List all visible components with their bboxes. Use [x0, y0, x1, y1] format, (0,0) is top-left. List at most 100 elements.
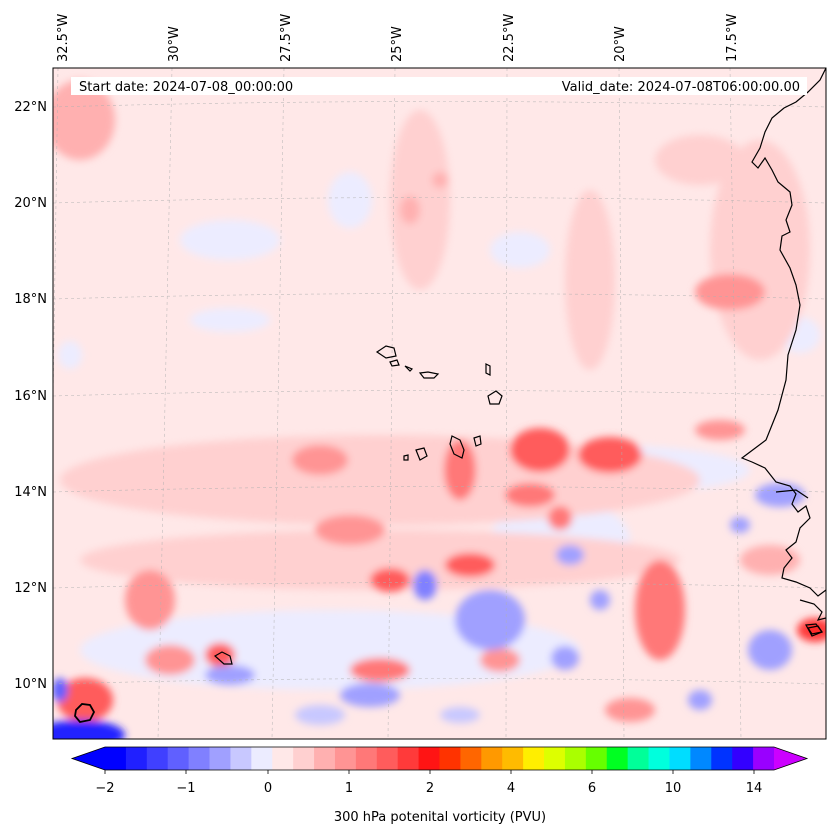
lon-label: 30°W: [167, 26, 182, 62]
lat-label: 20°N: [14, 196, 47, 211]
pv-negative: [53, 720, 125, 739]
parallel-16n: [53, 390, 826, 397]
lat-label: 18°N: [14, 292, 47, 307]
colorbar-cell: [564, 747, 587, 770]
colorbar-cell: [627, 747, 649, 770]
island-santo-antao: [375, 345, 397, 359]
coastlines: [74, 68, 826, 723]
colorbar-cell: [606, 747, 629, 770]
pv-band: [565, 190, 615, 370]
colorbar-cell: [230, 747, 252, 770]
tick-label: 6: [588, 781, 596, 796]
pv-negative: [748, 630, 792, 670]
pv-core: [444, 440, 476, 500]
gambia-coast: [775, 489, 809, 499]
pv-light-patch: [180, 220, 280, 260]
pv-light-patch: [100, 210, 460, 390]
island-santiago: [449, 435, 465, 459]
colorbar-cell: [439, 747, 461, 770]
lon-label: 22.5°W: [502, 14, 517, 62]
header-label-box: [71, 77, 807, 95]
pv-core: [695, 274, 765, 310]
guinea-coast: [799, 599, 826, 621]
lat-label: 22°N: [14, 100, 47, 115]
valid-date-label: Valid_date: 2024-07-08T06:00:00.00: [562, 80, 800, 95]
island-brava: [403, 454, 409, 461]
pv-band: [390, 110, 450, 290]
pv-contour-1: [74, 703, 96, 723]
gridlines: [53, 68, 826, 739]
colorbar-cell: [648, 747, 670, 770]
tick-label: −2: [95, 781, 114, 796]
pv-core: [578, 437, 642, 473]
lon-label: 25°W: [390, 26, 405, 62]
colorbar-cell: [502, 747, 524, 770]
colorbar-cell: [397, 747, 419, 770]
colorbar-cell: [125, 747, 148, 770]
colorbar-cell: [585, 747, 608, 770]
pv-core: [205, 643, 235, 667]
pv-core: [510, 428, 570, 472]
meridian-22-5w: [505, 68, 508, 739]
colorbar-cell: [544, 747, 566, 770]
parallel-12n: [53, 582, 826, 589]
pv-core: [145, 645, 195, 675]
tick-label: −1: [176, 781, 195, 796]
meridian-17-5w: [729, 68, 742, 739]
pv-light-patch: [80, 610, 580, 690]
colorbar-over-arrow: [774, 747, 807, 770]
pv-contour-3: [807, 625, 823, 635]
pv-negative: [440, 707, 480, 723]
colorbar-cell: [146, 747, 169, 770]
colorbar-cell: [293, 747, 315, 770]
longitude-labels: 32.5°W 30°W 27.5°W 25°W 22.5°W 20°W 17.5…: [56, 14, 740, 62]
colorbar-cell: [690, 747, 712, 770]
pv-negative: [590, 590, 610, 610]
tick-label: 1: [345, 781, 353, 796]
tick-label: 0: [264, 781, 272, 796]
colorbar-cell: [481, 747, 503, 770]
pv-light-patch: [490, 232, 550, 268]
meridian-27-5w: [271, 68, 285, 739]
lat-label: 16°N: [14, 389, 47, 404]
pv-core: [548, 506, 572, 530]
meridian-25w: [387, 68, 396, 739]
map-frame: [52, 67, 827, 740]
parallel-20n: [53, 197, 826, 204]
lat-label: 10°N: [14, 677, 47, 692]
colorbar-label: 300 hPa potenital vorticity (PVU): [334, 810, 546, 825]
colorbar-cell: [376, 747, 399, 770]
colorbar-under-arrow: [72, 747, 105, 770]
pv-band: [432, 172, 448, 188]
pv-negative: [730, 517, 750, 533]
pv-core: [505, 483, 555, 507]
colorbar-cells: [105, 747, 775, 770]
colorbar-cell: [334, 747, 357, 770]
pv-core: [635, 560, 685, 660]
pv-band: [400, 196, 420, 224]
parallel-14n: [53, 486, 826, 493]
colorbar-cell: [272, 747, 294, 770]
colorbar-cell: [732, 747, 754, 770]
lon-label: 20°W: [613, 26, 628, 62]
colorbar-cell: [460, 747, 482, 770]
island-boa-vista: [487, 390, 503, 405]
tick-label: 14: [746, 781, 763, 796]
pv-negative: [340, 683, 400, 707]
pv-negative: [755, 483, 805, 507]
colorbar-cell: [523, 747, 545, 770]
pv-negative: [556, 545, 584, 565]
pv-light-patch: [58, 341, 82, 369]
lon-label: 32.5°W: [56, 14, 71, 62]
pv-negative: [53, 678, 68, 702]
pv-light-patch: [328, 172, 372, 228]
pv-core: [445, 553, 495, 577]
lat-label: 12°N: [14, 581, 47, 596]
colorbar-cell: [669, 747, 691, 770]
colorbar-cell: [251, 747, 273, 770]
lon-label: 27.5°W: [279, 14, 294, 62]
pv-negative: [551, 646, 579, 670]
pv-band: [53, 80, 115, 160]
pv-negative: [295, 705, 345, 725]
colorbar-cell: [209, 747, 231, 770]
